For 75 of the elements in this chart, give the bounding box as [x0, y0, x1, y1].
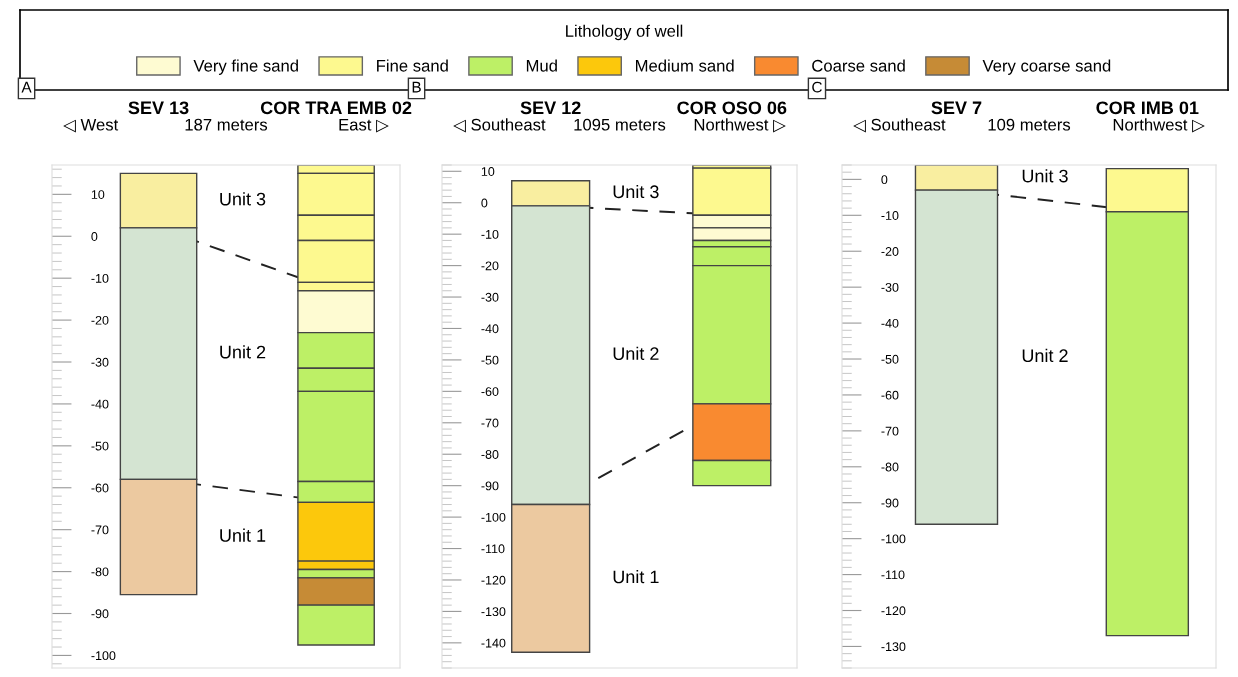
y-tick-label: -40: [481, 324, 499, 334]
y-tick-label: -120: [881, 606, 906, 616]
y-tick-label: -40: [881, 318, 899, 328]
y-tick-label: -20: [481, 261, 499, 271]
y-tick-label: -60: [91, 483, 109, 493]
y-tick-label: 10: [481, 167, 495, 176]
y-tick-label: -90: [881, 498, 899, 508]
y-tick-label: -20: [91, 315, 109, 325]
category-label: Very coarse sand: [982, 59, 1111, 75]
y-tick-label: -50: [91, 441, 109, 451]
y-tick-label: -130: [481, 607, 506, 617]
y-tick-label: -100: [481, 512, 506, 522]
text: ◁ Southeast: [853, 118, 946, 133]
text: ◁ Southeast: [453, 118, 546, 133]
category-label: Fine sand: [377, 59, 448, 72]
text: East ▷: [339, 118, 389, 133]
y-tick-label: -30: [481, 292, 499, 302]
category-label: Medium sand: [635, 59, 734, 72]
category-label: Very fine sand: [193, 59, 298, 75]
y-tick-label: -60: [881, 390, 899, 400]
annotation: Unit 2: [220, 345, 266, 359]
chart-subtitle: 1095 meters: [574, 118, 666, 131]
y-tick-label: -110: [881, 570, 905, 580]
y-tick-label: -90: [91, 609, 109, 619]
x-tick-label: SEV 13: [128, 101, 189, 115]
annotation: Unit 3: [613, 184, 659, 199]
y-tick-label: -70: [91, 525, 109, 535]
annotation: Unit 3: [220, 192, 266, 206]
annotation: Unit 1: [613, 569, 659, 584]
y-tick-label: -90: [481, 481, 499, 491]
y-tick-label: -30: [91, 357, 109, 367]
y-tick-label: 0: [91, 232, 98, 241]
chart-title: B: [412, 81, 421, 93]
y-tick-label: -40: [91, 399, 109, 409]
chart-subtitle: 187 meters: [185, 118, 268, 131]
y-tick-label: -10: [91, 273, 109, 283]
x-tick-label: SEV 7: [931, 101, 982, 115]
annotation: Unit 1: [220, 528, 266, 542]
category-label: Mud: [526, 59, 557, 72]
x-tick-label: COR OSO 06: [677, 101, 787, 115]
annotation: Unit 2: [613, 346, 659, 361]
y-tick-label: -130: [881, 642, 906, 652]
y-tick-label: -80: [91, 567, 109, 577]
x-tick-label: COR IMB 01: [1096, 101, 1199, 115]
y-tick-label: 0: [481, 198, 488, 208]
y-tick-label: -100: [881, 534, 906, 544]
chart-subtitle: 109 meters: [988, 118, 1071, 131]
y-tick-label: -10: [481, 229, 499, 239]
y-tick-label: -50: [881, 354, 899, 364]
annotation: Unit 3: [1022, 169, 1068, 183]
text: Northwest ▷: [1113, 118, 1205, 133]
y-tick-label: 0: [881, 175, 888, 185]
chart-title: A: [21, 81, 32, 93]
text: Lithology of well: [566, 24, 683, 41]
annotation: Unit 2: [1022, 348, 1068, 363]
y-tick-label: -50: [481, 355, 499, 365]
y-tick-label: -80: [881, 462, 899, 472]
y-tick-label: -30: [881, 282, 899, 292]
y-tick-label: -140: [481, 638, 506, 648]
y-tick-label: -70: [881, 426, 899, 436]
y-tick-label: -20: [881, 247, 899, 256]
y-tick-label: 10: [91, 190, 105, 199]
y-tick-label: -100: [91, 651, 116, 661]
y-tick-label: -70: [481, 418, 499, 428]
text: ◁ West: [63, 118, 119, 133]
text: Northwest ▷: [694, 118, 786, 133]
y-tick-label: -10: [881, 211, 899, 220]
category-label: Coarse sand: [812, 59, 905, 72]
y-tick-label: -110: [481, 544, 505, 554]
chart-title: C: [812, 81, 822, 93]
x-tick-label: COR TRA EMB 02: [260, 101, 412, 115]
y-tick-label: -80: [481, 450, 499, 459]
y-tick-label: -120: [481, 575, 506, 585]
y-tick-label: -60: [481, 387, 499, 396]
x-tick-label: SEV 12: [520, 101, 581, 115]
